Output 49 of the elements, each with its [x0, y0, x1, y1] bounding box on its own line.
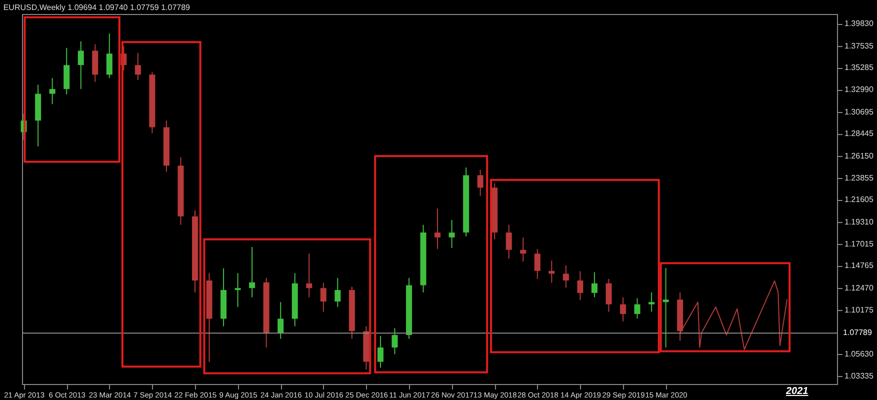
- y-tick-label: 1.14765: [844, 261, 874, 270]
- candlestick: [448, 220, 455, 249]
- candlestick: [78, 40, 84, 90]
- y-tick-label: 1.12470: [844, 283, 874, 292]
- candlestick: [334, 277, 341, 308]
- candlestick: [249, 246, 256, 298]
- candlestick: [577, 270, 584, 301]
- candlestick: [634, 298, 640, 320]
- candlestick: [49, 78, 56, 105]
- candlestick: [520, 236, 526, 262]
- candlestick: [620, 296, 626, 322]
- y-tick-label: 1.21605: [844, 195, 874, 204]
- chart-title: EURUSD,Weekly 1.09694 1.09740 1.07759 1.07789: [3, 3, 191, 12]
- candlestick: [134, 52, 141, 80]
- candlestick: [92, 44, 98, 82]
- candlestick: [106, 33, 112, 79]
- y-tick-label: 1.28445: [844, 129, 874, 138]
- candlestick: [562, 264, 569, 288]
- candlestick: [648, 292, 655, 312]
- candlestick: [548, 260, 555, 284]
- y-tick-label: 1.03335: [844, 372, 874, 381]
- candlestick: [434, 208, 441, 250]
- text: 2021: [786, 386, 808, 397]
- line-series: [680, 280, 788, 350]
- y-tick-label: 1.23855: [844, 173, 874, 182]
- y-tick-label: 1.37535: [844, 41, 874, 50]
- y-tick-label: 1.10175: [844, 306, 874, 315]
- candlestick: [377, 335, 384, 368]
- candlestick: [306, 253, 312, 298]
- candlestick: [506, 224, 512, 260]
- y-tick-label: 1.05630: [844, 349, 874, 358]
- y-tick-label: 1.26150: [844, 151, 874, 160]
- candlestick: [591, 272, 598, 298]
- y-tick-label: 1.30695: [844, 107, 874, 116]
- y-tick-label: 1.35285: [844, 63, 874, 72]
- candlestick: [234, 272, 241, 308]
- y-tick-label: 1.32990: [844, 85, 874, 94]
- candlestick: [392, 328, 398, 355]
- ref-line-label: 1.07789: [843, 328, 872, 338]
- candlestick: [534, 248, 540, 280]
- candlestick: [64, 47, 70, 95]
- y-tick-label: 1.17015: [844, 240, 874, 249]
- candlestick: [477, 169, 484, 196]
- y-tick-label: 1.39830: [844, 19, 874, 28]
- candlestick: [662, 268, 669, 348]
- candlestick: [278, 302, 284, 340]
- candlestick: [606, 278, 612, 312]
- y-tick-label: 1.19310: [844, 217, 874, 226]
- candlestick: [320, 282, 326, 312]
